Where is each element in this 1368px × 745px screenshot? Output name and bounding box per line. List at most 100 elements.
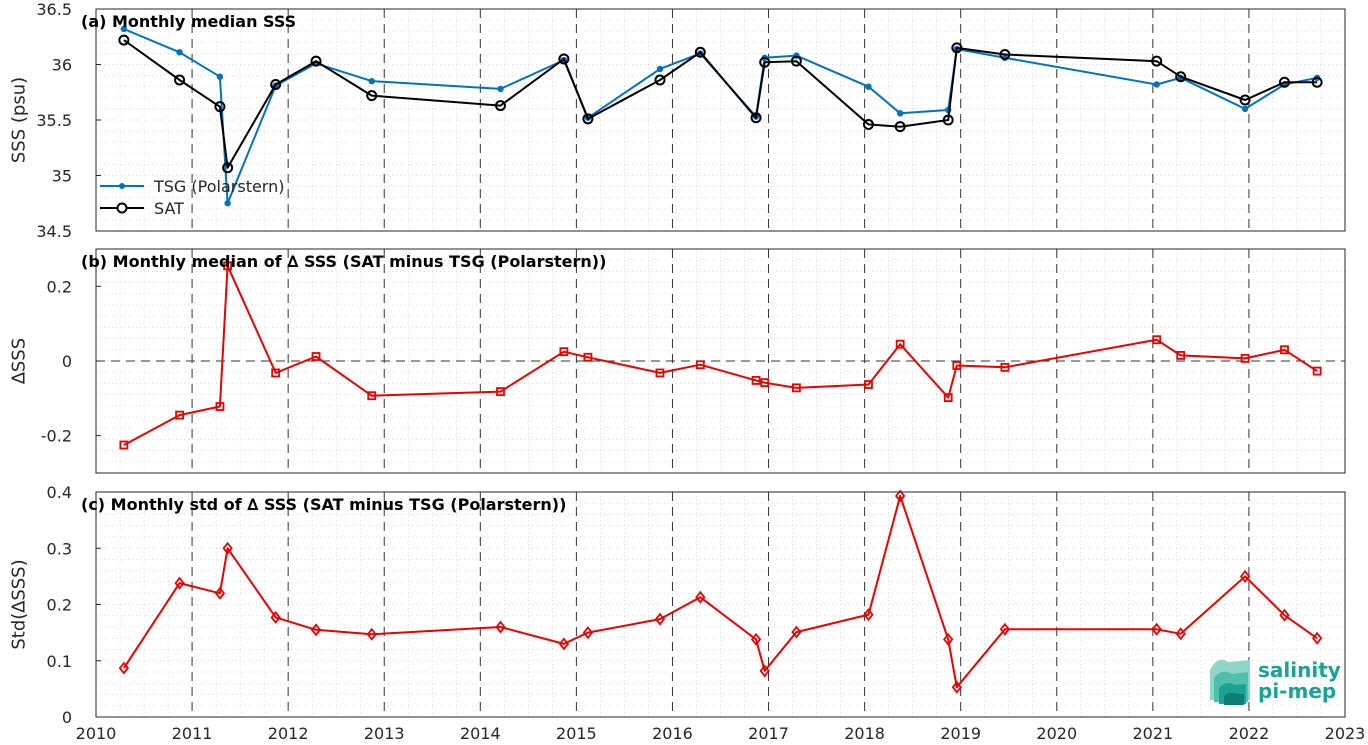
- panel-b-y-tick-label: -0.2: [41, 427, 72, 446]
- panel-c-series-line-point: [495, 620, 506, 634]
- panel-a-series-sat-point: [1151, 55, 1163, 67]
- panel-a-y-tick-label: 36.5: [36, 0, 72, 19]
- salinity-pi-mep-logo: salinity pi-mep: [1210, 658, 1341, 705]
- panel-a-series-tsg-polarstern-point: [224, 200, 231, 207]
- panel-b-series-line-point: [1000, 362, 1010, 372]
- panel-c-series-line-point: [791, 625, 802, 639]
- legend-label-tsg: TSG (Polarstern): [153, 177, 284, 196]
- panel-b-series-line-point: [751, 376, 761, 385]
- panel-b-y-axis-label: ∆SSS: [8, 338, 29, 385]
- panel-b-series-line-point: [1152, 335, 1162, 345]
- panel-b-series-line-point: [1312, 366, 1322, 376]
- panel-c-series-line-point: [310, 623, 322, 637]
- panel-a-series-tsg-polarstern-point: [368, 77, 375, 85]
- panel-b-y-tick-label: 0: [62, 352, 72, 371]
- logo-wave-icon: [1210, 659, 1250, 705]
- x-tick-label: 2022: [1229, 724, 1270, 743]
- panel-c-y-tick-labels: 0 0.1 0.2 0.3 0.4: [47, 483, 101, 727]
- panel-b-series: [119, 261, 1322, 450]
- panel-b-series-line-point: [215, 402, 225, 411]
- panel-b-series-line-point: [1176, 350, 1186, 360]
- panel-b-series-line-point: [864, 380, 873, 389]
- panel-a-series-sat-point: [558, 53, 570, 65]
- legend-marker-tsg: [119, 183, 125, 189]
- panel-c-series-line-point: [366, 627, 377, 641]
- x-tick-label: 2018: [844, 724, 885, 743]
- panel-b-series-line-point: [895, 339, 905, 349]
- panel-a-series-sat-point: [118, 34, 130, 46]
- x-tick-label: 2011: [172, 724, 213, 743]
- x-tick-label: 2012: [268, 724, 309, 743]
- panel-a-series-tsg-polarstern-point: [865, 83, 872, 90]
- panel-b-series-line-point: [1240, 353, 1250, 363]
- panel-a-series-sat-point: [1311, 76, 1323, 88]
- panel-b-series-line-line: [123, 264, 1318, 446]
- panel-b-series-line-point: [583, 352, 593, 362]
- panel-c-series-line-point: [1311, 631, 1323, 645]
- panel-a-series-tsg-polarstern-point: [1241, 105, 1249, 113]
- panel-a-series-sat-point: [582, 113, 594, 125]
- panel-a-series-sat-point: [310, 55, 322, 67]
- x-tick-label: 2017: [748, 724, 789, 743]
- panel-b-series-line-point: [792, 383, 801, 393]
- panel-a-y-tick-label: 35.5: [36, 111, 72, 130]
- x-tick-label: 2021: [1132, 724, 1173, 743]
- panel-b-series-line-point: [175, 410, 184, 420]
- panel-b-y-tick-labels: -0.2 0 0.2: [41, 277, 101, 446]
- panel-c-y-axis-label: Std(∆SSS): [8, 559, 29, 649]
- panel-b-series-line-point: [559, 347, 569, 357]
- panel-a-series-sat-point: [214, 101, 226, 113]
- panel-c-y-tick-label: 0.4: [47, 483, 72, 502]
- panel-a-series-tsg-polarstern-point: [216, 73, 224, 80]
- panel-a-title: (a) Monthly median SSS: [81, 12, 296, 31]
- panel-a-y-tick-label: 36: [52, 56, 72, 75]
- x-tick-label: 2019: [940, 724, 981, 743]
- panel-c-y-tick-label: 0.1: [47, 652, 72, 671]
- panel-b-series-line-point: [223, 261, 233, 271]
- panel-a-legend: TSG (Polarstern) SAT: [100, 177, 284, 218]
- panel-a-series-sat-point: [654, 74, 666, 86]
- panel-c-series-line-point: [174, 576, 185, 590]
- panel-a-series-sat-point: [790, 55, 802, 67]
- x-tick-label: 2010: [76, 724, 117, 743]
- panel-b-series-line-point: [367, 391, 377, 401]
- panel-c-series-line-point: [759, 664, 770, 678]
- panel-a-series-sat-point: [1239, 94, 1251, 106]
- panel-b-y-tick-label: 0.2: [47, 277, 72, 296]
- panel-c-series-line-point: [1175, 627, 1186, 641]
- x-tick-label: 2015: [556, 724, 597, 743]
- panel-b-series-line-point: [119, 440, 129, 450]
- panel-b-series-line-point: [271, 368, 281, 378]
- panel-c-series-line-point: [895, 489, 906, 503]
- panel-a-monthly-median-sss: 34.5 35 35.5 36 36.5 SSS (psu) (a) Monthly m…: [8, 0, 1346, 241]
- panel-c-series-line-line: [123, 494, 1318, 689]
- legend-marker-sat: [116, 202, 128, 214]
- panel-a-y-tick-labels: 34.5 35 35.5 36 36.5: [36, 0, 101, 241]
- panel-a-y-tick-label: 34.5: [36, 222, 72, 241]
- panel-a-series-tsg-polarstern-point: [120, 25, 128, 33]
- panel-b-series-line-point: [760, 378, 770, 388]
- panel-c-series-line-point: [943, 632, 954, 646]
- panel-a-series-sat-point: [174, 74, 186, 86]
- panel-c-series-line-point: [582, 626, 594, 640]
- logo-text-salinity: salinity: [1258, 658, 1341, 682]
- panel-c-series-line-point: [558, 637, 570, 651]
- panel-a-series-sat-line: [123, 39, 1318, 169]
- panel-a-y-tick-label: 35: [52, 167, 72, 186]
- panel-a-series-sat-point: [951, 42, 963, 54]
- panel-a-grid: [96, 9, 1345, 231]
- panel-a-y-axis-label: SSS (psu): [8, 77, 29, 163]
- panel-a-series-tsg-polarstern-point: [656, 65, 664, 73]
- panel-a-series-sat-point: [750, 112, 762, 124]
- panel-a-series-sat-point: [694, 46, 706, 58]
- panel-b-series-line-point: [952, 361, 962, 370]
- panel-c-series-line-point: [863, 608, 874, 622]
- panel-b-series-line-point: [943, 393, 953, 402]
- panel-c-std-delta-sss: 0 0.1 0.2 0.3 0.4 Std(∆SSS) (c) Monthly std …: [8, 483, 1346, 727]
- panel-c-series-line-point: [270, 610, 281, 624]
- panel-c-series-line-point: [750, 632, 762, 646]
- panel-a-series-sat-point: [894, 121, 906, 133]
- panel-a-series-sat-point: [942, 114, 954, 126]
- panel-c-grid: [96, 492, 1345, 717]
